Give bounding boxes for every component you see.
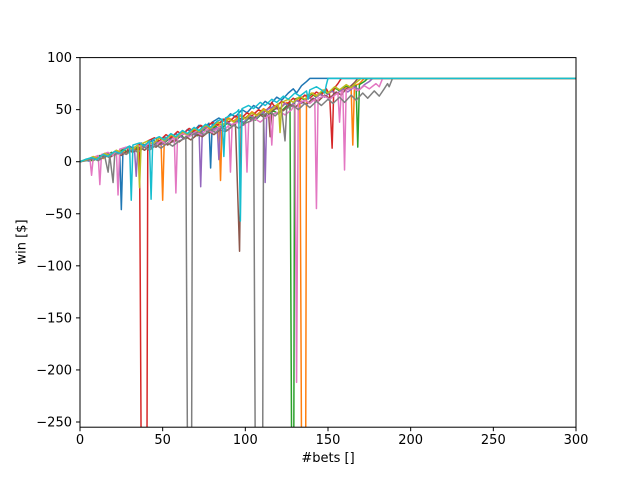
y-tick-label-−50: −50 [45,207,72,222]
series-line-run-7 [80,77,576,384]
y-tick-label-100: 100 [47,51,72,66]
axis-tick-labels: 0 50 100 150 200 250 300 100 50 0 −50 −100 −150 −200 −… [36,51,588,448]
x-tick-label-50: 50 [154,433,171,448]
x-axis-label: #bets [] [301,451,355,466]
y-tick-label-0: 0 [64,155,72,170]
x-tick-label-200: 200 [398,433,423,448]
y-tick-label-−100: −100 [36,259,72,274]
series-line-run-8 [80,77,576,428]
y-tick-label-50: 50 [55,103,72,118]
series-line-run-1 [80,77,576,211]
series-line-run-10 [80,77,576,222]
x-tick-label-150: 150 [316,433,341,448]
y-tick-label-−250: −250 [36,415,72,430]
x-tick-label-300: 300 [564,433,589,448]
y-axis-label: win [$] [14,219,30,265]
series-lines [80,77,576,428]
y-tick-label-−200: −200 [36,363,72,378]
x-tick-label-0: 0 [76,433,84,448]
axes-frame [79,57,577,428]
x-tick-label-100: 100 [233,433,258,448]
series-line-run-2 [80,77,576,428]
x-tick-label-250: 250 [481,433,506,448]
y-tick-label-−150: −150 [36,311,72,326]
series-line-run-4 [80,77,576,428]
axis-ticks [76,57,577,432]
series-line-run-6 [80,77,576,252]
series-line-run-3 [80,77,576,428]
series-line-run-5 [80,77,576,188]
